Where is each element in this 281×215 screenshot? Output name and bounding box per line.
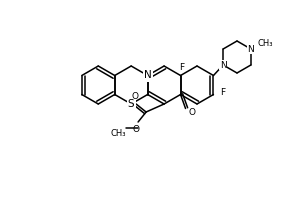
Text: CH₃: CH₃ xyxy=(257,40,273,49)
Text: O: O xyxy=(132,92,139,101)
Text: N: N xyxy=(220,60,226,69)
Text: O: O xyxy=(133,125,140,134)
Text: F: F xyxy=(179,63,184,72)
Text: CH₃: CH₃ xyxy=(110,129,126,138)
Text: N: N xyxy=(144,71,151,80)
Text: N: N xyxy=(248,45,254,54)
Text: F: F xyxy=(220,88,225,97)
Text: O: O xyxy=(189,108,196,117)
Text: S: S xyxy=(128,99,135,109)
